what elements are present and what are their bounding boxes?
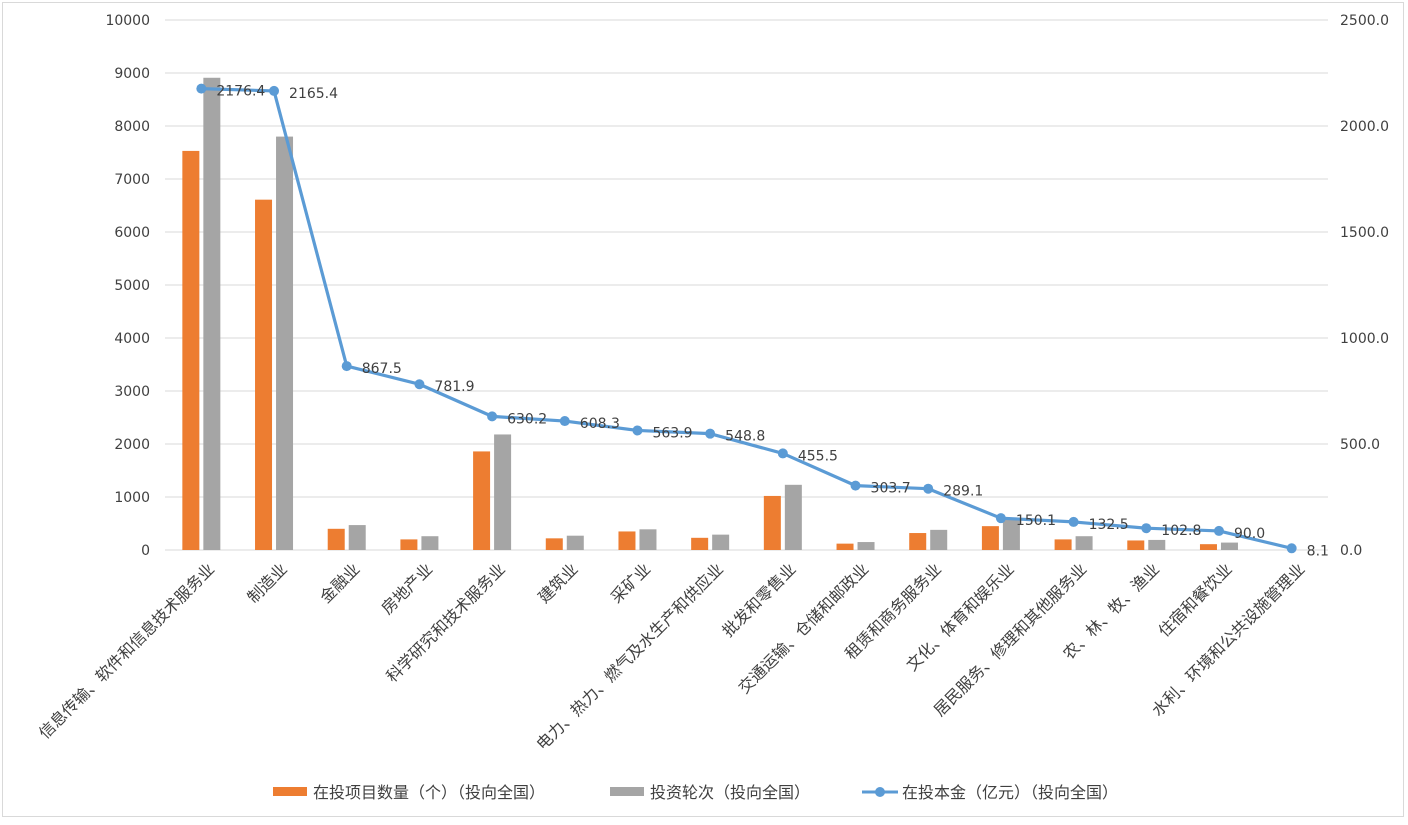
line-data-label: 102.8 [1161, 523, 1201, 539]
bar-investment-rounds [276, 136, 294, 550]
bar-investment-rounds [930, 529, 948, 550]
bar-project-count [909, 533, 927, 550]
bar-investment-rounds [784, 484, 802, 550]
line-point [196, 83, 207, 94]
legend-marker [875, 787, 885, 797]
bar-investment-rounds [566, 535, 584, 550]
bar-investment-rounds [1220, 542, 1238, 550]
left-tick-label: 10000 [105, 13, 150, 29]
legend: 在投项目数量（个）（投向全国） 投资轮次（投向全国） 在投本金（亿元）（投向全国） [273, 783, 1118, 802]
line-data-label: 455.5 [798, 448, 838, 464]
gridlines [165, 19, 1328, 551]
line-data-label: 90.0 [1234, 526, 1265, 542]
line-point [414, 379, 425, 390]
line-point [850, 480, 861, 491]
bar-project-count [1127, 540, 1145, 550]
left-tick-label: 7000 [114, 172, 150, 188]
bar-investment-rounds [494, 434, 512, 550]
right-tick-label: 2000.0 [1340, 119, 1389, 135]
line-point [1213, 525, 1224, 536]
bar-investment-rounds [1075, 536, 1093, 550]
line-point [559, 416, 570, 427]
bar-investment-rounds [639, 529, 657, 550]
line-point [341, 361, 352, 372]
line-data-label: 608.3 [580, 416, 620, 432]
left-tick-label: 0 [141, 543, 150, 559]
left-tick-label: 8000 [114, 119, 150, 135]
bar-project-count [1199, 544, 1217, 550]
bar-project-count [473, 451, 491, 550]
bar-investment-rounds [203, 77, 221, 551]
line-data-label: 150.1 [1016, 513, 1056, 529]
line-point [777, 448, 788, 459]
line-point [632, 425, 643, 436]
principal-line [201, 87, 1293, 550]
bar-project-count [255, 199, 273, 551]
left-tick-label: 9000 [114, 66, 150, 82]
bar-investment-rounds [421, 536, 439, 550]
line-data-label: 630.2 [507, 411, 547, 427]
bar-investment-rounds [857, 542, 875, 550]
bar-project-count [1054, 539, 1072, 550]
line-point [269, 85, 280, 96]
bar-investment-rounds [712, 534, 730, 550]
line-point [995, 513, 1006, 524]
right-tick-label: 500.0 [1340, 437, 1380, 453]
legend-item: 在投项目数量（个）（投向全国） [273, 783, 545, 802]
line-point [1286, 543, 1297, 554]
bar-project-count [836, 543, 854, 550]
left-tick-label: 2000 [114, 437, 150, 453]
line-data-label: 289.1 [943, 484, 983, 500]
line-point [1141, 523, 1152, 534]
legend-swatch [273, 787, 307, 796]
bar-investment-rounds [1148, 539, 1166, 550]
line-data-label: 303.7 [871, 481, 911, 497]
line-data-label: 2165.4 [289, 86, 338, 102]
right-axis-ticks: 0.0 500.0 1000.0 1500.0 2000.0 2500.0 [1340, 13, 1389, 559]
bar-project-count [691, 537, 709, 550]
right-tick-label: 2500.0 [1340, 13, 1389, 29]
right-tick-label: 1000.0 [1340, 331, 1389, 347]
bar-investment-rounds [1002, 518, 1020, 550]
right-tick-label: 1500.0 [1340, 225, 1389, 241]
bar-project-count [182, 150, 200, 550]
legend-item: 在投本金（亿元）（投向全国） [862, 783, 1118, 802]
bar-project-count [327, 528, 345, 550]
left-tick-label: 6000 [114, 225, 150, 241]
line-point [487, 411, 498, 422]
line-data-label: 132.5 [1089, 517, 1129, 533]
line-data-label: 781.9 [434, 379, 474, 395]
right-tick-label: 0.0 [1340, 543, 1362, 559]
line-series [196, 83, 1297, 554]
legend-item: 投资轮次（投向全国） [610, 783, 810, 802]
bar-project-count [400, 539, 418, 550]
bar-project-count [763, 495, 781, 550]
bar-project-count [618, 531, 636, 550]
left-tick-label: 3000 [114, 384, 150, 400]
left-tick-label: 4000 [114, 331, 150, 347]
legend-label: 在投项目数量（个）（投向全国） [313, 783, 545, 802]
left-tick-label: 5000 [114, 278, 150, 294]
left-tick-label: 1000 [114, 490, 150, 506]
line-point [1068, 516, 1079, 527]
left-axis-ticks: 0 1000 2000 3000 4000 5000 6000 7000 8000 9000 100… [105, 13, 150, 559]
line-data-label: 8.1 [1307, 543, 1329, 559]
line-data-label: 2176.4 [216, 84, 265, 100]
line-point [923, 483, 934, 494]
line-point [705, 428, 716, 439]
legend-swatch [610, 787, 644, 796]
bar-investment-rounds [348, 525, 366, 550]
bar-project-count [545, 538, 563, 550]
data-labels: 2176.4 2165.4 867.5 781.9 630.2 608.3 563.9 548… [216, 84, 1329, 560]
bar-project-count [981, 526, 999, 550]
legend-label: 在投本金（亿元）（投向全国） [902, 783, 1118, 802]
legend-label: 投资轮次（投向全国） [650, 783, 810, 802]
line-data-label: 548.8 [725, 429, 765, 445]
line-data-label: 563.9 [652, 425, 692, 441]
bars [182, 77, 1238, 551]
line-data-label: 867.5 [362, 361, 402, 377]
